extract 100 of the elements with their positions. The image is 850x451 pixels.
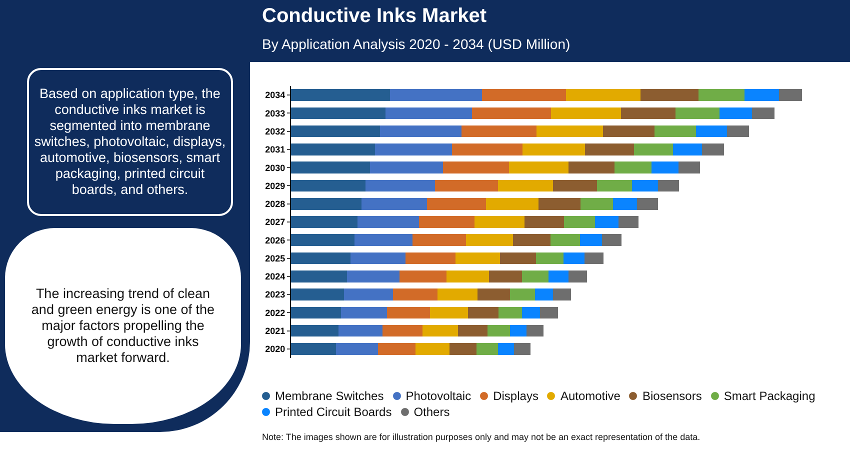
y-tick-label: 2024 bbox=[265, 272, 286, 282]
bar bbox=[614, 162, 652, 174]
bar bbox=[452, 144, 523, 156]
bar bbox=[435, 180, 498, 192]
bar bbox=[597, 180, 632, 192]
bar bbox=[488, 270, 522, 282]
y-tick-label: 2022 bbox=[265, 308, 286, 318]
bar bbox=[291, 288, 344, 300]
legend-label: Biosensors bbox=[642, 389, 702, 403]
bar bbox=[536, 252, 564, 264]
bar bbox=[370, 162, 443, 174]
bar bbox=[580, 234, 602, 246]
bar bbox=[675, 107, 720, 120]
bar bbox=[338, 324, 382, 337]
bar bbox=[357, 216, 419, 228]
bar bbox=[654, 125, 696, 138]
bar bbox=[347, 270, 400, 282]
bar bbox=[514, 343, 531, 355]
bar bbox=[702, 144, 724, 156]
chart-subtitle: By Application Analysis 2020 - 2034 (USD Million) bbox=[262, 36, 570, 52]
bar bbox=[553, 180, 598, 192]
bar bbox=[344, 288, 394, 300]
bar bbox=[580, 198, 613, 210]
bar bbox=[678, 162, 700, 174]
bar bbox=[500, 252, 536, 264]
bar bbox=[426, 198, 486, 210]
y-tick-label: 2029 bbox=[265, 180, 286, 191]
bar bbox=[584, 144, 634, 156]
bar bbox=[698, 89, 744, 101]
legend-label: Printed Circuit Boards bbox=[275, 405, 392, 419]
bar bbox=[446, 270, 489, 282]
y-tick-label: 2033 bbox=[265, 108, 286, 118]
text: Based on application type, the conductive inks market is segmented into membrane switches, photovoltaic, displays, automotive, biosensors, smart packaging, printed circuit boards, and others. bbox=[27, 68, 233, 216]
bar bbox=[512, 234, 551, 246]
bar bbox=[595, 216, 619, 228]
bar bbox=[568, 270, 587, 282]
bar bbox=[634, 144, 673, 156]
bar bbox=[548, 270, 569, 282]
bar bbox=[498, 180, 554, 192]
bar bbox=[526, 324, 544, 337]
bar bbox=[390, 89, 482, 101]
bar bbox=[498, 343, 514, 355]
bar bbox=[416, 343, 450, 355]
y-tick-label: 2030 bbox=[265, 162, 286, 173]
bar bbox=[405, 252, 456, 264]
bar bbox=[551, 107, 622, 120]
bar bbox=[522, 270, 549, 282]
bar bbox=[536, 125, 603, 138]
bar bbox=[658, 180, 679, 192]
y-tick-label: 2023 bbox=[265, 290, 286, 300]
bar bbox=[378, 343, 416, 355]
legend-label: Smart Packaging bbox=[724, 389, 816, 403]
bar bbox=[632, 180, 658, 192]
bar bbox=[476, 343, 498, 355]
bar bbox=[522, 144, 585, 156]
bar bbox=[472, 107, 552, 120]
bar bbox=[382, 324, 422, 337]
bar bbox=[341, 306, 388, 319]
bar bbox=[566, 89, 641, 101]
bar bbox=[291, 125, 380, 138]
legend-label: Photovoltaic bbox=[406, 389, 472, 403]
bar bbox=[418, 216, 474, 228]
bar bbox=[719, 107, 752, 120]
bar bbox=[291, 144, 375, 156]
legend-label: Displays bbox=[493, 389, 538, 403]
legend-label: Others bbox=[414, 405, 450, 419]
text: The increasing trend of clean and green energy is one of the major factors propelling the growth of conductive inks market forward. bbox=[5, 228, 241, 424]
bar bbox=[779, 89, 802, 101]
bar bbox=[291, 180, 366, 192]
bar bbox=[291, 306, 342, 319]
bar bbox=[291, 162, 370, 174]
bar bbox=[602, 125, 654, 138]
bar bbox=[510, 288, 535, 300]
bar bbox=[640, 89, 698, 101]
y-tick-label: 2025 bbox=[265, 253, 286, 264]
bar bbox=[449, 343, 477, 355]
text: Note: The images shown are for illustration purposes only and may not be an exact representation of the data. bbox=[262, 432, 700, 442]
chart-title: Conductive Inks Market bbox=[262, 5, 487, 28]
bar bbox=[458, 324, 488, 337]
bar bbox=[584, 252, 604, 264]
bar bbox=[291, 252, 350, 264]
bar bbox=[486, 198, 538, 210]
y-tick-label: 2020 bbox=[265, 344, 286, 354]
bar bbox=[412, 234, 466, 246]
bar bbox=[374, 144, 452, 156]
bar bbox=[386, 107, 472, 120]
bar bbox=[291, 270, 348, 282]
bar bbox=[462, 125, 536, 138]
bar bbox=[564, 216, 596, 228]
bar bbox=[752, 107, 774, 120]
bar bbox=[696, 125, 727, 138]
bar bbox=[563, 252, 584, 264]
bar bbox=[726, 125, 749, 138]
bar bbox=[487, 324, 510, 337]
bar bbox=[354, 234, 413, 246]
bar bbox=[621, 107, 676, 120]
bar bbox=[291, 216, 358, 228]
bar bbox=[672, 144, 702, 156]
bar bbox=[618, 216, 639, 228]
bar bbox=[466, 234, 513, 246]
